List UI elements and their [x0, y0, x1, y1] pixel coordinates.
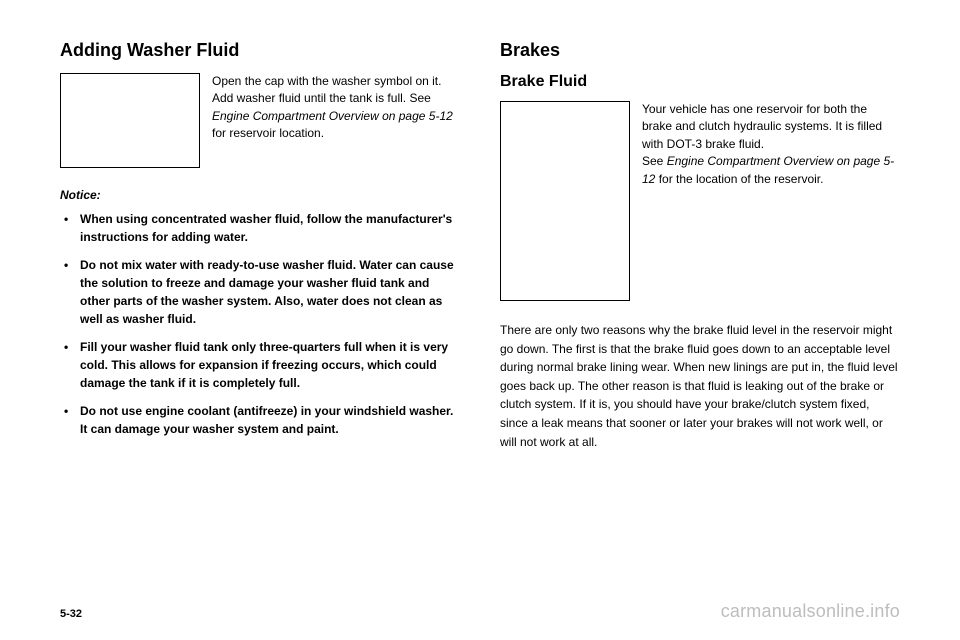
page-number: 5-32	[60, 608, 82, 620]
page-content: Adding Washer Fluid Open the cap with th…	[60, 40, 900, 580]
brake-body-text: There are only two reasons why the brake…	[500, 321, 900, 451]
heading-brakes: Brakes	[500, 40, 900, 61]
list-item: Do not use engine coolant (antifreeze) i…	[78, 402, 460, 438]
page-footer: 5-32 carmanualsonline.info	[60, 601, 900, 622]
list-item: Do not mix water with ready-to-use washe…	[78, 256, 460, 328]
notice-label: Notice:	[60, 188, 460, 202]
subheading-brake-fluid: Brake Fluid	[500, 73, 900, 91]
brake-intro-b-pre: See	[642, 154, 667, 168]
brake-intro-a: Your vehicle has one reservoir for both …	[642, 102, 882, 151]
watermark: carmanualsonline.info	[721, 601, 900, 622]
washer-intro-tail: for reservoir location.	[212, 126, 324, 140]
right-column: Brakes Brake Fluid Your vehicle has one …	[500, 40, 900, 580]
list-item: Fill your washer fluid tank only three-q…	[78, 338, 460, 392]
washer-cap-image	[60, 73, 200, 168]
brake-intro-text: Your vehicle has one reservoir for both …	[642, 101, 900, 301]
washer-intro-pre: Open the cap with the washer symbol on i…	[212, 74, 441, 105]
brake-figure-row: Your vehicle has one reservoir for both …	[500, 101, 900, 301]
list-item: When using concentrated washer fluid, fo…	[78, 210, 460, 246]
notice-list: When using concentrated washer fluid, fo…	[60, 210, 460, 438]
washer-intro-ref: Engine Compartment Overview on page 5-12	[212, 109, 453, 123]
brake-intro-b-post: for the location of the reservoir.	[655, 172, 823, 186]
heading-washer: Adding Washer Fluid	[60, 40, 460, 61]
washer-intro-text: Open the cap with the washer symbol on i…	[212, 73, 460, 168]
brake-reservoir-image	[500, 101, 630, 301]
washer-figure-row: Open the cap with the washer symbol on i…	[60, 73, 460, 168]
left-column: Adding Washer Fluid Open the cap with th…	[60, 40, 460, 580]
